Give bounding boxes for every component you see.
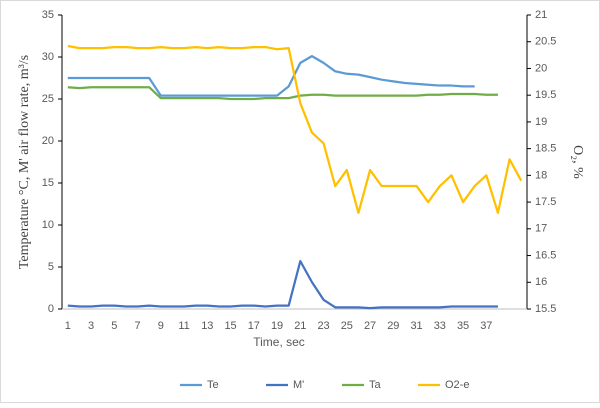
y2-tick-label: 19 [535, 116, 547, 128]
x-tick-label: 37 [480, 320, 492, 332]
x-tick-label: 25 [341, 320, 353, 332]
y2-tick-label: 16.5 [535, 249, 556, 261]
x-axis-title: Time, sec [253, 335, 305, 349]
legend-label: Ta [369, 379, 382, 391]
y2-tick-label: 21 [535, 9, 547, 21]
x-tick-label: 11 [178, 320, 189, 332]
x-tick-label: 27 [364, 320, 376, 332]
series-line [67, 86, 498, 101]
y-tick-label: 15 [42, 177, 54, 189]
y-tick-label: 5 [48, 261, 54, 273]
x-tick-label: 3 [88, 320, 94, 332]
y-tick-label: 30 [42, 51, 54, 63]
x-tick-label: 19 [271, 320, 283, 332]
x-tick-label: 13 [201, 320, 213, 332]
y2-tick-label: 16 [535, 276, 547, 288]
y2-tick-label: 18 [535, 169, 547, 181]
x-tick-label: 9 [158, 320, 164, 332]
x-tick-label: 7 [135, 320, 141, 332]
x-tick-label: 5 [111, 320, 117, 332]
series-line [67, 44, 523, 214]
y-tick-label: 35 [42, 9, 54, 21]
x-tick-label: 33 [434, 320, 446, 332]
y-tick-label: 0 [48, 303, 54, 315]
y-tick-label: 10 [42, 219, 54, 231]
y2-tick-label: 17.5 [535, 196, 556, 208]
y-axis-title: Temperature °C, M' air flow rate, m³/s [17, 55, 32, 269]
series-line [67, 259, 498, 310]
x-tick-label: 35 [457, 320, 469, 332]
legend-label: M' [293, 379, 304, 391]
x-tick-label: 17 [248, 320, 260, 332]
legend-label: O2-e [445, 379, 469, 391]
x-tick-label: 31 [410, 320, 422, 332]
y2-tick-label: 20 [535, 62, 547, 74]
y2-axis-title: O₂, % [570, 145, 585, 179]
legend-label: Te [207, 379, 219, 391]
y2-tick-label: 19.5 [535, 89, 556, 101]
y-tick-label: 20 [42, 135, 54, 147]
x-tick-label: 1 [65, 320, 71, 332]
x-tick-label: 29 [387, 320, 399, 332]
x-tick-label: 23 [317, 320, 329, 332]
y-tick-label: 25 [42, 93, 54, 105]
x-tick-label: 21 [294, 320, 306, 332]
y2-tick-label: 15.5 [535, 303, 556, 315]
y2-tick-label: 17 [535, 223, 547, 235]
x-tick-label: 15 [224, 320, 236, 332]
series-line [67, 55, 475, 97]
y2-tick-label: 20.5 [535, 36, 556, 48]
y2-tick-label: 18.5 [535, 143, 556, 155]
